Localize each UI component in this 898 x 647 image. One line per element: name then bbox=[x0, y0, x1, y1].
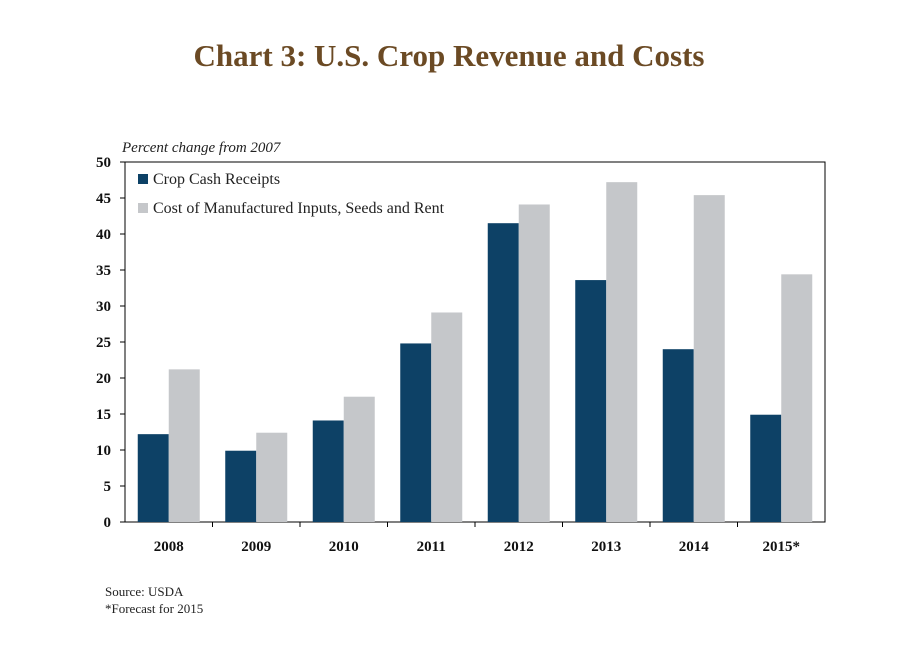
chart-footer: Source: USDA *Forecast for 2015 bbox=[105, 583, 203, 617]
x-tick-label: 2014 bbox=[679, 539, 710, 555]
bar bbox=[312, 420, 344, 522]
plot-area: 0 5 10 15 20 25 30 35 40 45 50 2008 2009 2010 2011 2012… bbox=[96, 155, 826, 555]
y-axis-label: Percent change from 2007 bbox=[121, 140, 282, 156]
x-tick-label: 2010 bbox=[329, 539, 359, 555]
y-tick-label: 0 bbox=[104, 515, 112, 531]
bar bbox=[693, 195, 725, 522]
bar bbox=[400, 343, 432, 522]
legend-swatch bbox=[138, 174, 148, 184]
y-tick-label: 10 bbox=[96, 443, 111, 459]
y-tick-label: 15 bbox=[96, 407, 111, 423]
bar bbox=[662, 349, 694, 522]
bar bbox=[168, 369, 200, 522]
x-tick-label: 2015* bbox=[763, 539, 801, 555]
bar bbox=[487, 223, 519, 522]
chart-title: Chart 3: U.S. Crop Revenue and Costs bbox=[193, 38, 705, 73]
x-tick-label: 2011 bbox=[417, 539, 446, 555]
bar bbox=[575, 280, 607, 522]
y-tick-label: 25 bbox=[96, 335, 111, 351]
legend-label: Cost of Manufactured Inputs, Seeds and R… bbox=[153, 200, 445, 217]
y-tick-label: 5 bbox=[104, 479, 112, 495]
y-tick-label: 20 bbox=[96, 371, 111, 387]
bar bbox=[225, 450, 257, 522]
bar bbox=[606, 182, 638, 522]
source-note: Source: USDA bbox=[105, 584, 184, 599]
bar bbox=[518, 204, 550, 523]
x-tick-label: 2009 bbox=[241, 539, 271, 555]
bar bbox=[431, 312, 463, 522]
x-tick-label: 2013 bbox=[591, 539, 621, 555]
x-tick-label: 2008 bbox=[154, 539, 184, 555]
y-tick-label: 45 bbox=[96, 191, 111, 207]
legend-label: Crop Cash Receipts bbox=[153, 171, 280, 188]
y-tick-label: 40 bbox=[96, 227, 111, 243]
x-tick-label: 2012 bbox=[504, 539, 534, 555]
legend-swatch bbox=[138, 203, 148, 213]
bar bbox=[781, 274, 813, 522]
bar bbox=[750, 414, 782, 522]
bar bbox=[256, 432, 288, 522]
y-tick-label: 50 bbox=[96, 155, 111, 171]
y-tick-label: 30 bbox=[96, 299, 111, 315]
bar bbox=[137, 434, 169, 522]
forecast-note: *Forecast for 2015 bbox=[105, 601, 204, 616]
legend: Crop Cash Receipts Cost of Manufactured I… bbox=[138, 171, 445, 217]
y-tick-label: 35 bbox=[96, 263, 111, 279]
bar bbox=[343, 396, 375, 522]
